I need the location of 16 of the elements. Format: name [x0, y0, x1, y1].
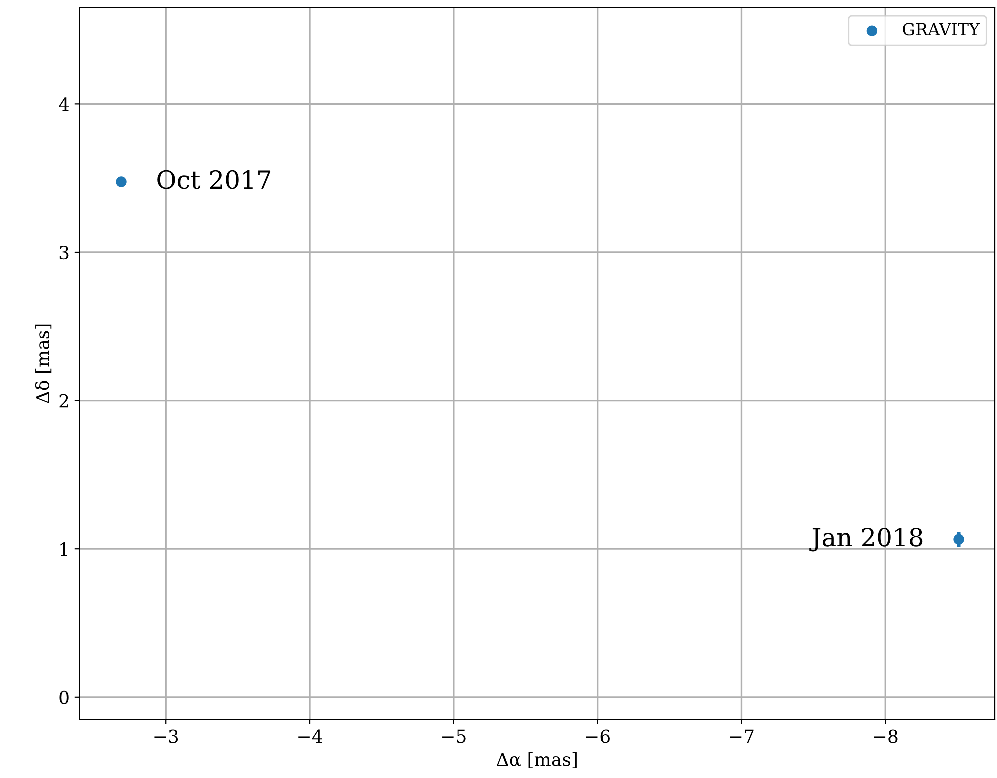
- y-tick-label: 0: [60, 690, 69, 705]
- x-tick-label: −3: [154, 730, 178, 744]
- y-tick-label: 2: [60, 394, 68, 408]
- legend-label: GRAVITY: [903, 23, 980, 36]
- y-tick-label: 3: [60, 246, 69, 260]
- y-tick-label: 4: [59, 98, 70, 112]
- x-tick-label: −6: [586, 730, 610, 744]
- x-tick-label: −4: [298, 730, 322, 744]
- x-tick-label: −7: [730, 730, 754, 744]
- x-axis-title: Δα [mas]: [496, 752, 577, 769]
- annotation: Jan 2018: [810, 528, 923, 552]
- x-tick-label: −8: [874, 730, 898, 744]
- annotation: Oct 2017: [158, 170, 271, 190]
- x-tick-label: −5: [442, 730, 466, 744]
- y-axis-title: Δδ [mas]: [35, 324, 52, 404]
- y-tick-label: 1: [60, 542, 68, 556]
